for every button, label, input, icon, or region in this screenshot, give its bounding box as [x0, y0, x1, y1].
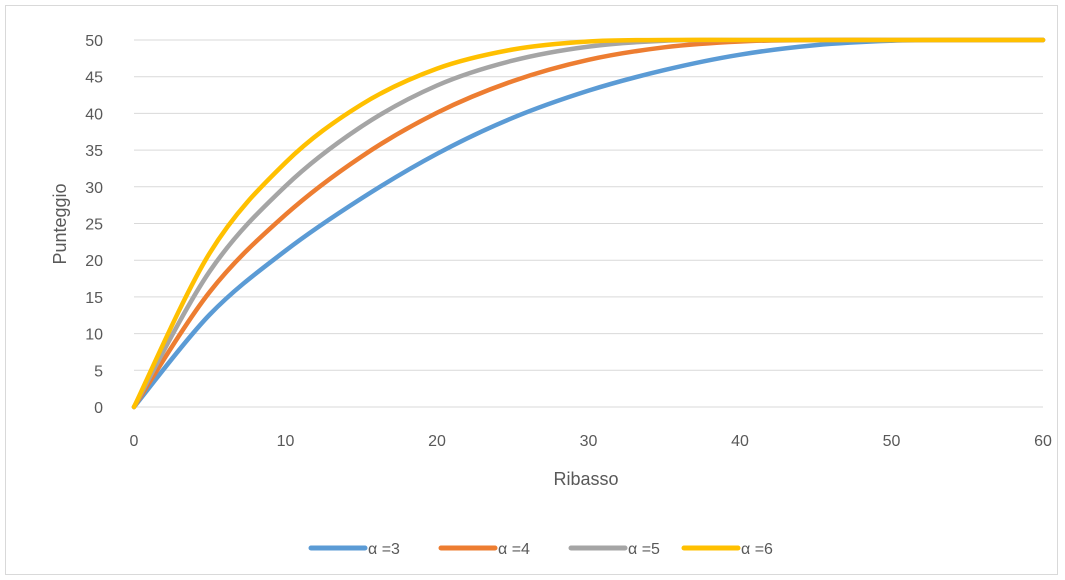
y-tick-label: 5	[94, 363, 103, 380]
y-tick-label: 10	[85, 327, 103, 344]
y-axis-ticks: 0 5 10 15 20 25 30 35 40 45 50	[85, 33, 103, 417]
y-tick-label: 50	[85, 33, 103, 50]
y-axis-title: Punteggio	[50, 183, 70, 264]
x-tick-label: 50	[883, 433, 901, 450]
chart-frame	[5, 5, 1058, 575]
y-tick-label: 40	[85, 106, 103, 123]
x-axis-ticks: 0 10 20 30 40 50 60	[130, 433, 1052, 450]
series-lines	[131, 37, 1046, 410]
gridlines	[134, 39, 1043, 408]
y-tick-label: 30	[85, 180, 103, 197]
x-tick-label: 10	[277, 433, 295, 450]
legend-label-2: α =4	[498, 541, 530, 558]
y-tick-label: 25	[85, 217, 103, 234]
y-tick-label: 20	[85, 253, 103, 270]
x-tick-label: 20	[428, 433, 446, 450]
y-tick-label: 0	[94, 400, 103, 417]
x-tick-label: 0	[130, 433, 139, 450]
x-tick-label: 60	[1034, 433, 1052, 450]
legend: α =3 α =4 α =5 α =6	[308, 541, 773, 558]
x-axis-title: Ribasso	[553, 469, 618, 489]
x-tick-label: 30	[580, 433, 598, 450]
series-line-4	[131, 37, 1046, 410]
y-tick-label: 15	[85, 290, 103, 307]
legend-label-1: α =3	[368, 541, 400, 558]
y-tick-label: 45	[85, 70, 103, 87]
legend-label-3: α =5	[628, 541, 660, 558]
x-tick-label: 40	[731, 433, 749, 450]
legend-label-4: α =6	[741, 541, 773, 558]
y-tick-label: 35	[85, 143, 103, 160]
